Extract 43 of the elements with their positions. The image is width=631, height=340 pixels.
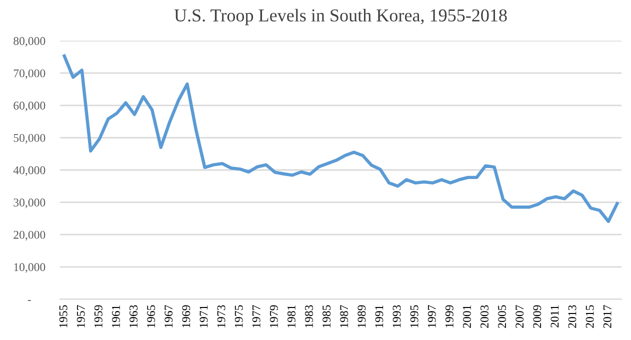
y-tick-label: 20,000 [14,230,46,241]
x-tick-label: 2001 [462,305,471,328]
y-tick-label: 10,000 [14,263,46,273]
x-tick-label: 1989 [358,305,366,328]
x-tick-label: 1963 [130,305,138,328]
x-tick-label: 1977 [252,305,260,328]
x-tick-label: 1981 [287,305,296,328]
x-tick-label: 1955 [59,305,68,328]
x-tick-label: 1979 [270,305,278,328]
x-tick-label: 1959 [94,305,102,328]
x-tick-label: 2013 [568,305,576,328]
x-tick-label: 1987 [340,305,348,328]
y-tick-label: 60,000 [14,102,46,112]
x-tick-label: 1957 [76,305,85,328]
x-tick-label: 1967 [164,305,173,328]
x-tick-label: 2003 [480,305,488,328]
chart-title: U.S. Troop Levels in South Korea, 1955-2018 [174,8,507,26]
line-series [62,54,619,223]
x-tick-label: 1993 [392,305,401,328]
x-tick-label: 2017 [603,305,612,328]
x-tick-label: 2015 [586,305,594,328]
x-tick-label: 2007 [516,305,524,328]
x-tick-label: 1973 [217,305,226,328]
y-tick-label: 70,000 [14,69,46,80]
x-tick-label: 2011 [550,305,559,328]
x-tick-label: 1975 [234,305,243,328]
x-tick-label: 1997 [428,305,436,328]
y-tick-label: 40,000 [13,166,46,176]
y-tick-label: 30,000 [14,198,46,208]
y-tick-label: 80,000 [14,37,46,47]
y-tick-label: 50,000 [14,134,46,144]
x-tick-label: 1961 [112,305,120,328]
x-tick-label: 1995 [410,305,418,328]
y-tick-label: - [28,300,31,301]
x-tick-label: 1999 [445,305,454,328]
x-tick-label: 1971 [200,305,208,328]
x-tick-label: 1983 [305,305,313,328]
x-tick-label: 1985 [322,305,331,328]
x-tick-label: 2009 [533,305,542,328]
x-tick-label: 1965 [147,305,156,328]
x-tick-label: 2005 [498,305,506,328]
x-tick-label: 1991 [375,305,384,328]
x-tick-label: 1969 [182,305,190,328]
